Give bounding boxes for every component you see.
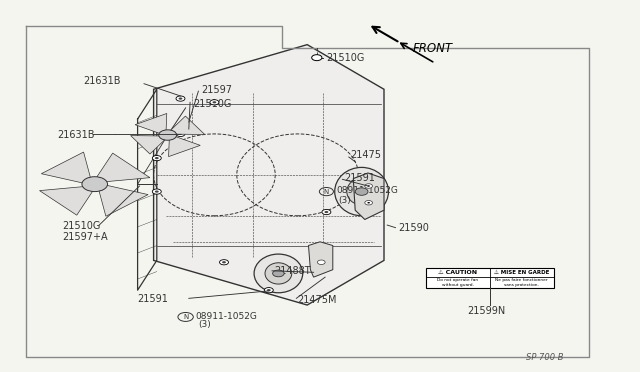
Polygon shape	[154, 45, 384, 305]
Polygon shape	[308, 242, 333, 277]
Circle shape	[159, 130, 177, 140]
Circle shape	[176, 96, 185, 101]
Polygon shape	[168, 137, 200, 157]
Circle shape	[212, 101, 216, 103]
Circle shape	[179, 97, 182, 100]
Circle shape	[220, 260, 228, 265]
Circle shape	[267, 289, 271, 291]
Text: 21510G: 21510G	[326, 53, 365, 62]
Text: FRONT: FRONT	[413, 42, 453, 55]
Ellipse shape	[254, 254, 303, 293]
Text: (3): (3)	[339, 196, 351, 205]
Circle shape	[367, 202, 370, 203]
Text: 08911-1052G: 08911-1052G	[336, 186, 398, 195]
Circle shape	[152, 189, 161, 194]
Circle shape	[365, 184, 372, 188]
Text: 21597+A: 21597+A	[63, 232, 108, 242]
Circle shape	[264, 288, 273, 293]
Circle shape	[222, 261, 226, 263]
Text: 21591: 21591	[344, 173, 375, 183]
Text: ⚠ CAUTION: ⚠ CAUTION	[438, 270, 477, 275]
Circle shape	[355, 188, 368, 195]
Text: N: N	[183, 314, 188, 320]
Polygon shape	[42, 152, 90, 183]
Circle shape	[365, 201, 372, 205]
Text: Do not operate fan
without guard.: Do not operate fan without guard.	[437, 278, 478, 287]
Polygon shape	[131, 135, 164, 154]
Circle shape	[152, 155, 161, 161]
Circle shape	[317, 260, 325, 264]
Text: 21510G: 21510G	[63, 221, 101, 231]
Circle shape	[322, 209, 331, 215]
Ellipse shape	[335, 167, 388, 216]
Text: Ne pas faire fonctionner
sans protection.: Ne pas faire fonctionner sans protection…	[495, 278, 548, 287]
Text: 21488T: 21488T	[274, 266, 310, 276]
Polygon shape	[40, 187, 93, 215]
Circle shape	[82, 177, 108, 192]
Polygon shape	[99, 185, 148, 216]
Text: 08911-1052G: 08911-1052G	[196, 312, 258, 321]
Text: 21631B: 21631B	[58, 130, 95, 140]
Text: 21475: 21475	[351, 151, 381, 160]
Text: 21631B: 21631B	[84, 76, 121, 86]
Ellipse shape	[347, 178, 376, 205]
Circle shape	[176, 131, 185, 137]
Text: 21599N: 21599N	[467, 307, 506, 316]
Ellipse shape	[265, 263, 292, 284]
Polygon shape	[353, 173, 384, 219]
Text: N: N	[324, 189, 329, 195]
Circle shape	[324, 211, 328, 213]
Circle shape	[273, 270, 284, 277]
FancyBboxPatch shape	[426, 268, 554, 288]
Text: 21475M: 21475M	[298, 295, 337, 305]
Text: 21590: 21590	[398, 223, 429, 232]
Circle shape	[367, 185, 370, 187]
Polygon shape	[171, 116, 205, 135]
Circle shape	[312, 55, 322, 61]
Circle shape	[210, 100, 219, 105]
Text: ⚠ MISE EN GARDE: ⚠ MISE EN GARDE	[494, 270, 549, 275]
Circle shape	[315, 57, 319, 59]
Polygon shape	[135, 113, 167, 133]
Circle shape	[179, 133, 182, 135]
Text: (3): (3)	[198, 320, 211, 329]
Text: 21591: 21591	[138, 294, 168, 304]
Text: SP 700 B: SP 700 B	[525, 353, 563, 362]
Circle shape	[155, 190, 159, 193]
Text: 21597: 21597	[202, 85, 232, 95]
Circle shape	[155, 157, 159, 159]
Text: 21510G: 21510G	[193, 99, 232, 109]
Polygon shape	[97, 153, 150, 182]
